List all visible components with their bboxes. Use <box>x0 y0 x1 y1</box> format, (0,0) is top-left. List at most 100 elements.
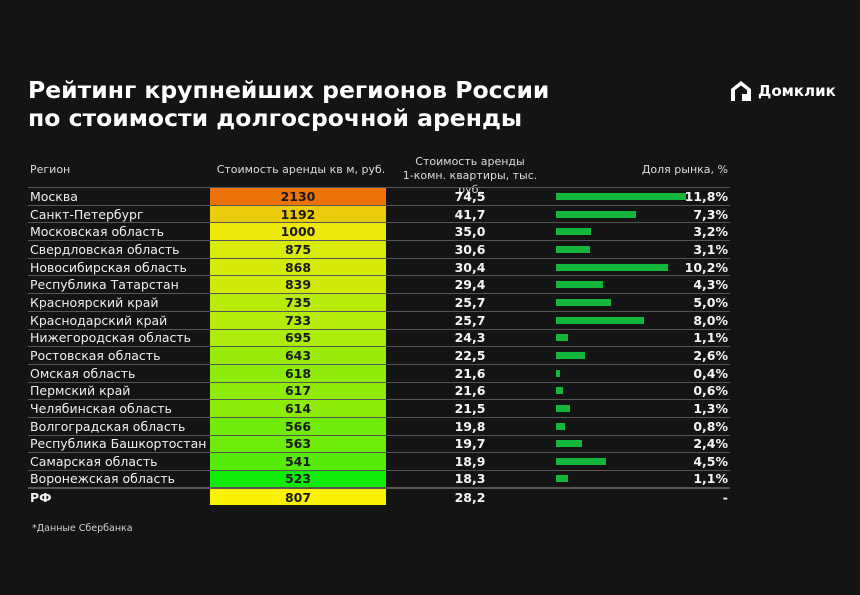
market-share-bar-cell <box>556 294 696 311</box>
market-share-bar-cell <box>556 453 696 470</box>
market-share-value: 3,2% <box>693 224 728 240</box>
title-line-2: по стоимости долгосрочной аренды <box>28 104 523 132</box>
apartment-cost-cell: 35,0 <box>454 224 486 240</box>
logo-text: Домклик <box>758 82 836 100</box>
cost-per-sqm-cell: 868 <box>210 258 386 276</box>
market-share-bar-cell <box>556 330 696 347</box>
market-share-bar <box>556 210 637 218</box>
header-apartment-line-2: 1-комн. квартиры, тыс. руб. <box>402 169 538 196</box>
market-share-bar-cell <box>556 347 696 364</box>
house-logo-icon <box>731 81 751 101</box>
table-row: Ростовская область 643 22,5 2,6% <box>28 346 730 364</box>
market-share-bar <box>556 263 669 271</box>
table-row: Челябинская область 614 21,5 1,3% <box>28 399 730 417</box>
cost-per-sqm-cell: 1192 <box>210 205 386 223</box>
market-share-value: 2,6% <box>693 348 728 364</box>
cost-per-sqm-cell: 566 <box>210 417 386 435</box>
market-share-value: 0,6% <box>693 383 728 399</box>
table-row: Красноярский край 735 25,7 5,0% <box>28 293 730 311</box>
apartment-cost-cell: 29,4 <box>454 277 486 293</box>
apartment-cost-cell: 18,9 <box>454 454 486 470</box>
cost-per-sqm-cell: 618 <box>210 364 386 382</box>
apartment-cost-cell: 30,6 <box>454 241 486 257</box>
apartment-cost-cell: 25,7 <box>454 312 486 328</box>
region-name: Пермский край <box>30 383 131 399</box>
market-share-bar <box>556 316 645 324</box>
market-share-bar <box>556 475 569 483</box>
total-row: РФ 807 28,2 - <box>28 487 730 506</box>
market-share-bar <box>556 298 612 306</box>
apartment-cost-cell: 21,6 <box>454 365 486 381</box>
table-row: Омская область 618 21,6 0,4% <box>28 363 730 382</box>
region-name: Московская область <box>30 224 164 240</box>
cost-per-sqm-cell: 733 <box>210 311 386 329</box>
cost-per-sqm-cell: 563 <box>210 435 386 453</box>
apartment-cost-cell: 41,7 <box>454 206 486 222</box>
market-share-value: 10,2% <box>684 259 728 275</box>
market-share-value: 5,0% <box>693 294 728 310</box>
region-name: Свердловская область <box>30 241 180 257</box>
region-name: Омская область <box>30 365 136 381</box>
table-row: Свердловская область 875 30,6 3,1% <box>28 240 730 258</box>
market-share-bar <box>556 440 583 448</box>
market-share-bar <box>556 369 561 377</box>
market-share-bar-cell <box>556 241 696 258</box>
header-cost: Стоимость аренды кв м, руб. <box>216 163 386 176</box>
header-apartment-cost: Стоимость аренды 1-комн. квартиры, тыс. … <box>390 155 550 197</box>
table-row: Новосибирская область 868 30,4 10,2% <box>28 257 730 276</box>
market-share-bar-cell <box>556 400 696 417</box>
market-share-value: 1,1% <box>693 330 728 346</box>
market-share-value: 0,4% <box>693 365 728 381</box>
market-share-bar <box>556 387 563 395</box>
region-name: Республика Башкортостан <box>30 436 207 452</box>
table-row: Волгоградская область 566 19,8 0,8% <box>28 416 730 435</box>
region-name: Челябинская область <box>30 401 172 417</box>
region-name: Краснодарский край <box>30 312 168 328</box>
market-share-bar-cell <box>556 259 696 276</box>
apartment-cost-cell: 21,5 <box>454 401 486 417</box>
cost-per-sqm-cell: 617 <box>210 382 386 400</box>
market-share-value: 3,1% <box>693 241 728 257</box>
cost-per-sqm-cell: 2130 <box>210 188 386 205</box>
page-title: Рейтинг крупнейших регионов России по ст… <box>28 76 588 132</box>
region-name: Ростовская область <box>30 348 161 364</box>
region-name: Красноярский край <box>30 294 159 310</box>
table-row: Москва 2130 74,5 11,8% <box>28 187 730 205</box>
market-share-value: - <box>722 489 728 505</box>
apartment-cost-cell: 19,8 <box>454 418 486 434</box>
market-share-value: 4,3% <box>693 277 728 293</box>
table-row: Воронежская область 523 18,3 1,1% <box>28 470 730 488</box>
market-share-bar <box>556 405 571 413</box>
market-share-bar <box>556 334 569 342</box>
market-share-bar-cell <box>556 188 696 205</box>
market-share-value: 0,8% <box>693 418 728 434</box>
cost-per-sqm-cell: 1000 <box>210 223 386 241</box>
region-name: РФ <box>30 489 52 505</box>
table-row: Республика Татарстан 839 29,4 4,3% <box>28 275 730 294</box>
table-row: Республика Башкортостан 563 19,7 2,4% <box>28 434 730 453</box>
region-name: Санкт-Петербург <box>30 206 144 222</box>
market-share-bar <box>556 245 591 253</box>
market-share-bar-cell <box>556 418 696 435</box>
table-row: Санкт-Петербург 1192 41,7 7,3% <box>28 204 730 223</box>
cost-per-sqm-cell: 839 <box>210 276 386 294</box>
apartment-cost-cell: 25,7 <box>454 294 486 310</box>
region-name: Волгоградская область <box>30 418 186 434</box>
market-share-bar-cell <box>556 223 696 240</box>
region-name: Самарская область <box>30 454 158 470</box>
region-name: Республика Татарстан <box>30 277 179 293</box>
market-share-bar-cell <box>556 365 696 382</box>
cost-per-sqm-cell: 875 <box>210 241 386 258</box>
market-share-bar-cell <box>556 436 696 453</box>
apartment-cost-cell: 19,7 <box>454 436 486 452</box>
apartment-cost-cell: 24,3 <box>454 330 486 346</box>
cost-per-sqm-cell: 807 <box>210 488 386 506</box>
apartment-cost-cell: 21,6 <box>454 383 486 399</box>
market-share-value: 4,5% <box>693 454 728 470</box>
cost-per-sqm-cell: 735 <box>210 294 386 311</box>
region-name: Москва <box>30 188 78 204</box>
region-name: Воронежская область <box>30 471 176 487</box>
market-share-bar <box>556 228 592 236</box>
market-share-bar <box>556 281 604 289</box>
apartment-cost-cell: 22,5 <box>454 348 486 364</box>
